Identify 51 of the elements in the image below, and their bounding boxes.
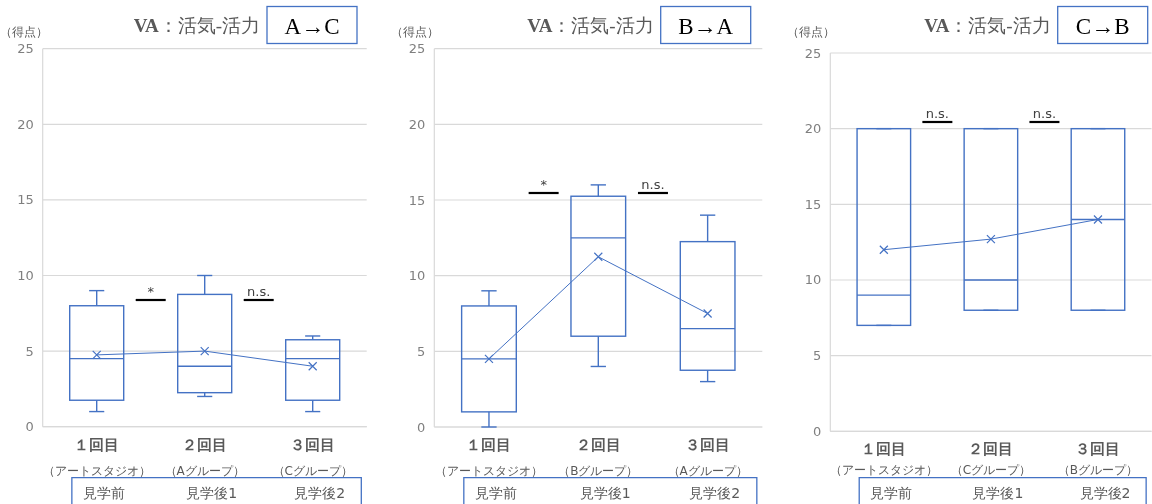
y-tick-label: 25 <box>17 41 34 57</box>
y-tick-label: 5 <box>25 343 34 359</box>
point <box>703 308 713 319</box>
x-tick-label: １回目（アートスタジオ）見学前 <box>434 435 543 501</box>
point <box>593 252 603 262</box>
chart-subtitle: A→C <box>284 14 340 39</box>
x-tick-label: ２回目（Aグループ）見学後1 <box>164 435 245 501</box>
point <box>200 346 210 356</box>
y-tick-label: 15 <box>408 192 426 208</box>
x-tick-label: ３回目（Cグループ）見学後2 <box>272 435 353 501</box>
annotation: n.s. <box>247 284 271 299</box>
annotation: * <box>147 284 155 299</box>
y-tick-label: 15 <box>804 196 822 212</box>
point <box>308 361 318 371</box>
y-tick-label: 0 <box>25 419 34 435</box>
annotation: n.s. <box>641 177 665 192</box>
y-tick-label: 5 <box>813 348 822 364</box>
point <box>986 234 996 244</box>
point <box>484 354 494 364</box>
y-axis-title: （得点） <box>787 25 836 39</box>
y-tick-label: 20 <box>804 121 822 137</box>
x-tick-label: ３回目（Bグループ）見学後2 <box>1057 439 1139 501</box>
y-tick-label: 10 <box>17 268 34 283</box>
x-tick-label: ３回目（Aグループ）見学後2 <box>667 435 748 501</box>
y-tick-label: 0 <box>417 419 426 435</box>
x-tick-label: ２回目（Bグループ）見学後1 <box>558 435 639 501</box>
annotation: * <box>540 177 548 192</box>
point <box>879 245 889 255</box>
y-tick-label: 25 <box>804 45 822 61</box>
y-tick-label: 15 <box>17 192 34 208</box>
annotation: n.s. <box>1032 106 1057 121</box>
point <box>1093 214 1103 225</box>
y-tick-label: 25 <box>408 41 426 57</box>
x-tick-label: ２回目（Cグループ）見学後1 <box>950 439 1032 501</box>
point <box>92 350 102 360</box>
chart-title: VA：活気-活力 <box>527 15 654 36</box>
chart-title: VA：活気-活力 <box>924 15 1051 36</box>
y-tick-label: 20 <box>408 116 426 132</box>
y-tick-label: 20 <box>17 116 34 132</box>
x-tick-label: １回目（アートスタジオ）見学前 <box>829 439 938 501</box>
x-tick-label: １回目（アートスタジオ）見学前 <box>42 435 151 501</box>
y-axis-title: （得点） <box>391 25 440 39</box>
chart-subtitle: C→B <box>1075 14 1130 39</box>
chart-title: VA：活気-活力 <box>133 15 260 36</box>
y-axis-title: （得点） <box>0 25 48 39</box>
chart-subtitle: B→A <box>678 14 734 39</box>
y-tick-label: 0 <box>813 423 822 439</box>
y-tick-label: 10 <box>408 268 426 284</box>
y-tick-label: 10 <box>804 272 822 288</box>
annotation: n.s. <box>925 106 950 121</box>
y-tick-label: 5 <box>417 343 426 359</box>
